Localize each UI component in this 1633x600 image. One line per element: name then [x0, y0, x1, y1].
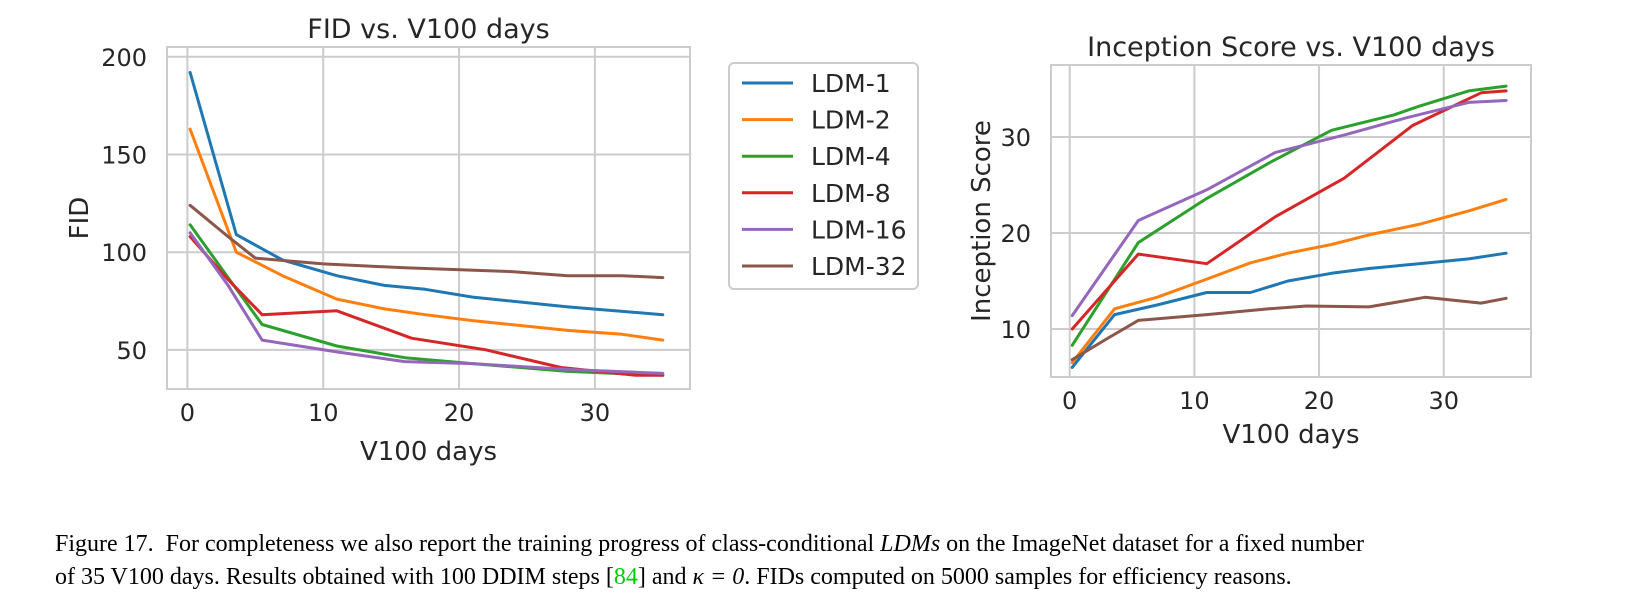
figure-caption: Figure 17. For completeness we also repo… [55, 528, 1615, 594]
series-line-ldm-2 [1070, 197, 1508, 365]
y-tick-label: 150 [101, 141, 147, 169]
x-tick-label: 0 [1062, 387, 1077, 415]
caption-emphasis: LDMs [880, 531, 941, 557]
series-line-ldm-2 [188, 127, 665, 342]
caption-line-1: Figure 17. For completeness we also repo… [55, 528, 1615, 561]
legend-label-ldm-4: LDM-4 [811, 142, 891, 171]
series-line-ldm-32 [1070, 295, 1508, 362]
y-axis-label: FID [65, 197, 95, 240]
caption-text-1a: For completeness we also report the trai… [165, 531, 881, 557]
y-tick-label: 50 [116, 337, 147, 365]
series-line-ldm-1 [188, 70, 665, 317]
y-axis-label: Inception Score [967, 120, 997, 322]
y-tick-label: 20 [1000, 220, 1031, 248]
y-tick-label: 10 [1000, 316, 1031, 344]
legend-label-ldm-32: LDM-32 [811, 252, 907, 281]
chart-title: Inception Score vs. V100 days [1087, 32, 1495, 63]
series-line-ldm-16 [188, 231, 665, 375]
x-tick-label: 0 [180, 399, 195, 427]
series-line-ldm-32 [188, 203, 665, 280]
plot-frame [166, 46, 691, 390]
caption-math-kappa: κ = 0 [692, 564, 745, 590]
series-line-ldm-4 [1070, 84, 1508, 347]
caption-line-2: of 35 V100 days. Results obtained with 1… [55, 561, 1615, 594]
y-tick-label: 200 [101, 44, 147, 72]
citation-link[interactable]: 84 [613, 564, 638, 590]
legend-label-ldm-2: LDM-2 [811, 106, 891, 135]
y-tick-label: 30 [1000, 124, 1031, 152]
x-tick-label: 20 [444, 399, 475, 427]
y-tick-label: 100 [101, 239, 147, 267]
inception-score-chart: 0 10 20 30 10 20 30 Inception Score vs. V100 da… [967, 32, 1532, 450]
fid-chart: 0 10 20 30 50 100 150 200 FID vs. V100 days V100 … [65, 14, 691, 467]
caption-label: Figure 17. [55, 531, 154, 557]
x-tick-label: 10 [1179, 387, 1210, 415]
caption-text-2a: of 35 V100 days. Results obtained with 1… [55, 564, 614, 590]
x-tick-label: 30 [580, 399, 611, 427]
series-line-ldm-1 [1070, 251, 1508, 369]
caption-text-1b: on the ImageNet dataset for a fixed numb… [940, 531, 1365, 557]
caption-text-2b: ] and [637, 564, 693, 590]
x-tick-label: 30 [1428, 387, 1459, 415]
chart-title: FID vs. V100 days [307, 14, 549, 45]
series-line-ldm-8 [1070, 89, 1508, 331]
legend-label-ldm-8: LDM-8 [811, 179, 891, 208]
caption-text-2c: . FIDs computed on 5000 samples for effi… [744, 564, 1292, 590]
plot-frame [1050, 64, 1532, 378]
series-line-ldm-16 [1070, 99, 1508, 318]
legend-label-ldm-1: LDM-1 [811, 69, 891, 98]
x-tick-label: 20 [1304, 387, 1335, 415]
x-axis-label: V100 days [1222, 420, 1359, 450]
legend: LDM-1 LDM-2 LDM-4 LDM-8 LDM-16 LDM-32 [728, 62, 919, 290]
x-tick-label: 10 [308, 399, 339, 427]
legend-label-ldm-16: LDM-16 [811, 215, 907, 244]
x-axis-label: V100 days [360, 437, 497, 467]
